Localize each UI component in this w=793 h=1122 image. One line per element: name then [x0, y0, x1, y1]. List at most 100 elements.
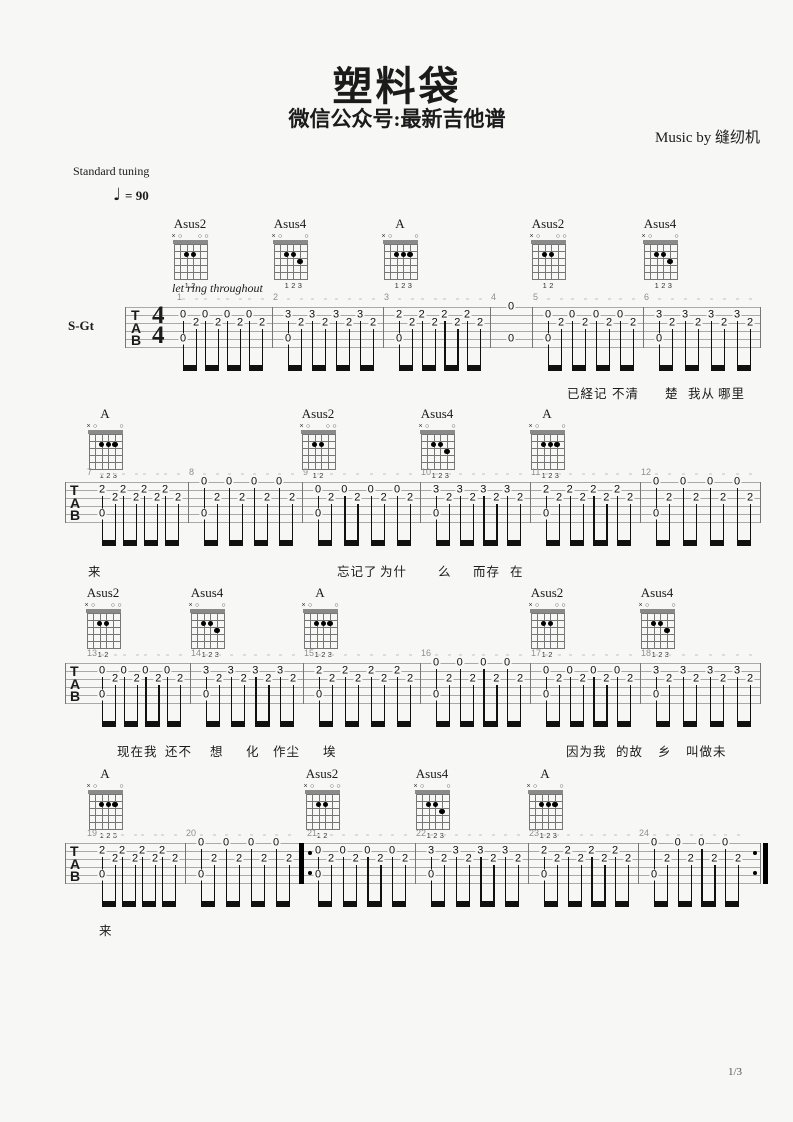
chord-dot: [322, 801, 328, 808]
chord-marker: ○: [424, 423, 430, 430]
beat-tick: [317, 834, 320, 836]
tab-note: 0: [541, 507, 551, 520]
tab-note: 2: [556, 316, 566, 329]
tab-note: 2: [175, 672, 185, 685]
chord-finger: 2: [106, 831, 111, 840]
chord-string-line: [420, 434, 422, 469]
note-stem: [183, 321, 185, 371]
chord-string-line: [673, 613, 675, 648]
tab-note: 2: [130, 852, 140, 865]
note-stem: [332, 685, 334, 727]
beat-tick: [627, 834, 630, 836]
note-stem: [507, 496, 509, 546]
chord-fret-line: [301, 434, 336, 435]
chord-finger: 2: [104, 650, 109, 659]
note-beam: [144, 540, 159, 546]
tab-note: 0: [222, 308, 232, 321]
measure-number: 22: [416, 828, 427, 838]
beat-tick: [311, 298, 314, 300]
chord-marker: ○: [559, 783, 564, 790]
beat-tick: [300, 298, 303, 300]
tab-note: 2: [491, 672, 501, 685]
chord-fret-line: [301, 462, 336, 463]
tab-note: 2: [488, 852, 498, 865]
chord-dot: [207, 620, 213, 627]
chord-fret-line: [420, 441, 455, 442]
barline: [760, 843, 761, 884]
chord-fret-line: [640, 634, 675, 635]
note-beam: [483, 721, 498, 727]
note-stem: [480, 329, 482, 371]
chord-fret-line: [88, 808, 123, 809]
chord-fret-line: [415, 815, 450, 816]
beat-tick: [182, 298, 185, 300]
music-credit: Music by 缝纫机: [654, 130, 760, 146]
note-stem: [710, 677, 712, 727]
beat-tick: [713, 834, 717, 836]
note-stem: [262, 329, 264, 371]
chord-marker: ○: [554, 602, 560, 609]
beat-tick: [471, 473, 475, 475]
beat-tick: [420, 298, 424, 300]
chord-finger: 3: [112, 471, 117, 480]
beat-tick: [157, 654, 161, 656]
lyric-syllable: 而存: [473, 565, 501, 579]
beat-tick: [495, 654, 499, 656]
chord-fret-line: [643, 258, 678, 259]
barline: [420, 482, 421, 523]
beat-tick: [254, 654, 258, 656]
tab-note: 2: [97, 844, 107, 857]
beat-tick: [558, 654, 561, 656]
note-beam: [685, 365, 700, 371]
tab-note: 0: [339, 483, 349, 496]
beat-tick: [471, 654, 475, 656]
lyric-syllable: 哪里: [718, 387, 746, 401]
tab-note: 3: [355, 308, 365, 321]
beat-tick: [318, 654, 321, 656]
tab-note: 2: [444, 672, 454, 685]
tab-note: 3: [475, 844, 485, 857]
chord-fret-line: [531, 258, 566, 259]
tab-note: 2: [117, 844, 127, 857]
tab-note: 2: [664, 672, 674, 685]
beat-tick: [288, 834, 291, 836]
beat-tick: [382, 473, 386, 475]
note-beam: [122, 901, 137, 907]
chord-marker: ○: [671, 602, 676, 609]
note-beam: [546, 721, 561, 727]
lyric-syllable: 乡: [658, 745, 672, 759]
chord-nut: [529, 430, 565, 434]
barline: [190, 663, 191, 704]
tab-note: 2: [691, 672, 701, 685]
chord-dot: [190, 251, 196, 258]
tab-note: 0: [271, 836, 281, 849]
note-stem: [312, 321, 314, 371]
lyric-syllable: 不清: [612, 387, 640, 401]
note-stem: [561, 329, 563, 371]
chord-fret-line: [640, 641, 675, 642]
chord-fret-line: [383, 258, 418, 259]
note-beam: [737, 365, 752, 371]
barline: [638, 843, 639, 884]
beat-tick: [443, 834, 446, 836]
note-stem: [455, 857, 457, 907]
tab-note: 0: [196, 836, 206, 849]
tab-note: 2: [468, 672, 478, 685]
chord-marker: ○: [177, 233, 183, 240]
tab-note: 0: [541, 664, 551, 677]
note-beam: [444, 365, 459, 371]
chord-string-line: [554, 794, 556, 829]
tab-clef-letter: B: [70, 868, 81, 884]
chord-marker: ○: [674, 233, 679, 240]
chord-string-line: [112, 613, 114, 648]
note-beam: [318, 901, 333, 907]
chord-fret-line: [383, 265, 418, 266]
note-stem: [345, 677, 347, 727]
tab-clef-letter: T: [70, 843, 79, 859]
chord-label: A: [100, 406, 110, 421]
chord-dot: [657, 620, 663, 627]
tab-note: 2: [554, 672, 564, 685]
chord-string-line: [448, 794, 450, 829]
beat-tick: [668, 473, 671, 475]
beat-tick: [291, 473, 294, 475]
